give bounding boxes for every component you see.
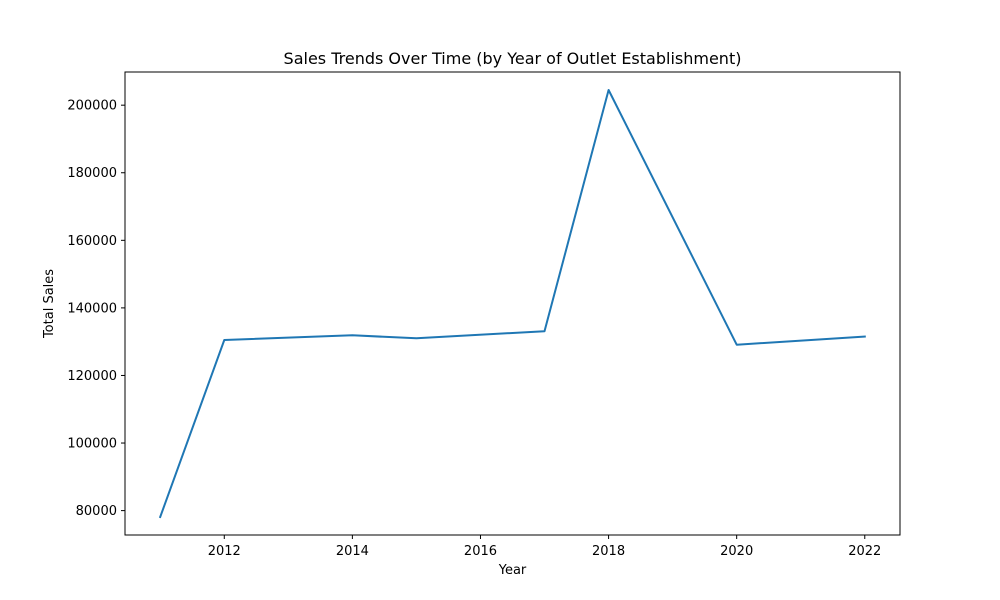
x-tick-label: 2022 (848, 544, 881, 559)
x-tick-label: 2014 (336, 544, 369, 559)
x-tick-label: 2020 (720, 544, 753, 559)
series-layer (158, 89, 866, 519)
x-tick-label: 2018 (592, 544, 625, 559)
y-tick-label: 160000 (67, 234, 117, 249)
y-axis: 80000 100000 120000 140000 160000 180000 20000… (67, 99, 125, 519)
plot-area (124, 71, 901, 536)
y-tick-label: 140000 (67, 301, 117, 316)
y-tick-label: 120000 (67, 369, 117, 384)
x-axis: 2012 2014 2016 2018 2020 2022 (208, 535, 881, 559)
x-tick-label: 2016 (464, 544, 497, 559)
y-tick-label: 180000 (67, 166, 117, 181)
series-line (158, 89, 866, 519)
x-tick-label: 2012 (208, 544, 241, 559)
y-tick-label: 80000 (76, 504, 117, 519)
x-axis-label: Year (498, 563, 527, 578)
y-tick-label: 100000 (67, 437, 117, 452)
chart-title: Sales Trends Over Time (by Year of Outle… (284, 49, 742, 68)
y-axis-label: Total Sales (42, 269, 57, 339)
y-tick-label: 200000 (67, 99, 117, 114)
